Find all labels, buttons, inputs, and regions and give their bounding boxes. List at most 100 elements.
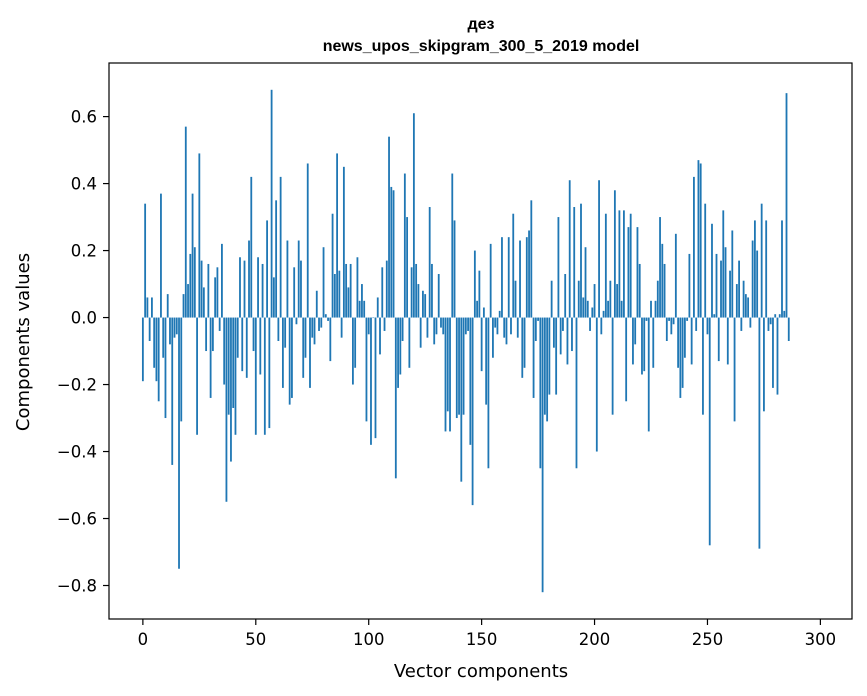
bar	[510, 317, 512, 335]
bar	[783, 310, 786, 318]
bar	[392, 190, 395, 318]
bar	[263, 317, 266, 435]
bar	[467, 317, 469, 331]
bar	[449, 317, 451, 432]
bar	[412, 113, 415, 318]
bar	[589, 317, 591, 331]
bar	[419, 317, 422, 348]
bar	[763, 317, 765, 412]
bar	[462, 317, 465, 415]
bar	[627, 227, 630, 318]
bar	[381, 267, 384, 318]
bar	[293, 267, 296, 318]
bar	[291, 317, 293, 398]
y-tick-label: −0.6	[57, 510, 97, 529]
bar	[586, 300, 589, 318]
bar	[636, 227, 639, 318]
bar	[503, 317, 506, 338]
bar	[160, 193, 162, 318]
bar	[205, 317, 208, 352]
bar	[333, 274, 336, 318]
bar	[564, 274, 567, 318]
bar	[166, 294, 169, 318]
bar	[180, 317, 183, 422]
bar	[661, 243, 664, 318]
bar	[209, 317, 212, 398]
bar	[415, 263, 418, 318]
bar	[683, 317, 686, 358]
bar	[435, 317, 438, 335]
x-axis-label: Vector components	[394, 661, 568, 682]
bar	[731, 230, 734, 318]
bar	[270, 89, 273, 318]
bar	[769, 317, 772, 325]
bar	[713, 314, 716, 318]
bar	[451, 173, 454, 318]
bar	[336, 153, 338, 318]
bar	[751, 240, 754, 318]
bar	[530, 200, 533, 318]
y-tick-label: 0.2	[71, 242, 97, 261]
bar	[394, 317, 397, 479]
bar	[724, 247, 727, 318]
bar	[151, 297, 153, 318]
bar	[331, 213, 334, 318]
bar	[702, 317, 704, 415]
bar	[656, 280, 659, 318]
bar	[236, 317, 239, 358]
bar	[376, 297, 379, 318]
bar	[141, 317, 144, 382]
bar	[539, 317, 542, 469]
bar	[189, 253, 192, 318]
bar	[417, 284, 420, 318]
bar	[406, 217, 409, 318]
bar	[776, 317, 779, 395]
bar	[729, 270, 731, 318]
bar	[248, 240, 250, 318]
bar	[342, 166, 345, 318]
bar	[385, 260, 388, 318]
bar	[492, 317, 494, 358]
bar	[182, 294, 185, 318]
bar	[568, 180, 571, 318]
x-tick-label: 50	[245, 630, 266, 649]
bar	[476, 300, 479, 318]
bar	[155, 317, 158, 382]
bar-series	[141, 89, 790, 593]
bar	[322, 247, 325, 318]
bar	[460, 317, 463, 482]
bar	[408, 317, 411, 368]
bar	[478, 270, 481, 318]
bar	[428, 207, 431, 318]
bar	[573, 207, 576, 318]
y-tick-label: −0.2	[57, 376, 97, 395]
bar	[733, 317, 736, 422]
bar	[324, 314, 327, 318]
bar	[505, 317, 508, 345]
bar	[695, 317, 698, 331]
bar	[534, 317, 537, 341]
bar	[740, 317, 743, 331]
bar	[781, 220, 783, 318]
bar	[785, 93, 788, 318]
bar	[632, 317, 634, 365]
bar	[717, 317, 720, 362]
bar	[410, 267, 413, 318]
bar	[704, 203, 707, 318]
bar	[245, 317, 248, 378]
bar	[674, 233, 677, 318]
x-tick-label: 250	[692, 630, 724, 649]
y-axis-label: Components values	[13, 253, 34, 431]
bar	[688, 253, 691, 318]
bar	[216, 267, 219, 318]
bar	[146, 297, 149, 318]
bar	[440, 317, 442, 328]
bar	[706, 317, 709, 335]
bar	[668, 317, 670, 321]
bar	[616, 284, 619, 318]
bar	[358, 300, 361, 318]
bar	[496, 317, 499, 335]
bar	[693, 176, 695, 318]
y-tick-label: −0.8	[57, 577, 97, 596]
bar	[202, 287, 205, 318]
